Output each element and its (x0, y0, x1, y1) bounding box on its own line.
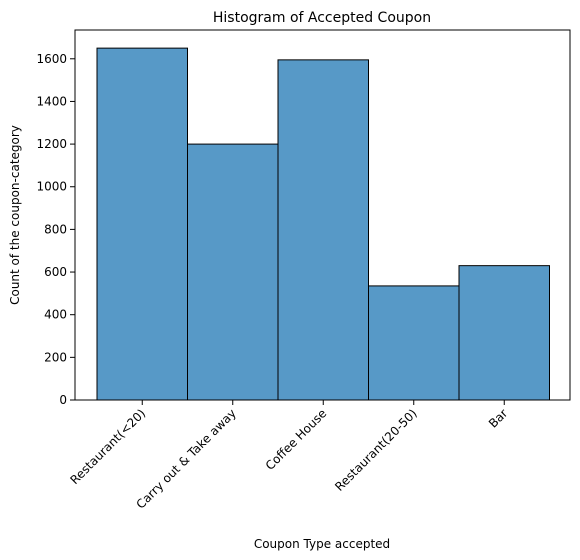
x-axis: Restaurant(<20)Carry out & Take away Coff… (67, 400, 510, 512)
y-tick-label-1: 200 (44, 350, 67, 364)
y-axis-label: Count of the coupon-category (8, 125, 22, 305)
bar-1 (187, 143, 279, 401)
y-tick-label-4: 800 (44, 222, 67, 236)
chart-title: Histogram of Accepted Coupon (213, 10, 431, 26)
y-tick-label-3: 600 (44, 265, 67, 279)
y-axis: 0 200 400 600 800 1000 1200 1400 1600 (36, 52, 75, 407)
x-tick-label-1: Carry out & Take away (134, 406, 239, 511)
x-tick-label-0: Restaurant(<20) (67, 406, 148, 487)
y-tick-label-6: 1200 (36, 137, 67, 151)
y-tick-label-8: 1600 (36, 52, 67, 66)
x-tick-label-4: Bar (486, 406, 510, 430)
bar-3 (368, 285, 460, 401)
y-tick-label-0: 0 (59, 393, 67, 407)
y-tick-label-5: 1000 (36, 180, 67, 194)
bar-4 (458, 265, 550, 401)
x-tick-label-2: Coffee House (263, 406, 330, 473)
plot-frame (74, 29, 571, 401)
bar-2 (277, 59, 369, 401)
y-tick-label-7: 1400 (36, 94, 67, 108)
x-tick-label-3: Restaurant(20-50) (332, 406, 420, 494)
x-axis-label: Coupon Type accepted (254, 537, 390, 551)
y-tick-label-2: 400 (44, 308, 67, 322)
bars-layer (96, 47, 550, 401)
bar-0 (96, 47, 188, 401)
